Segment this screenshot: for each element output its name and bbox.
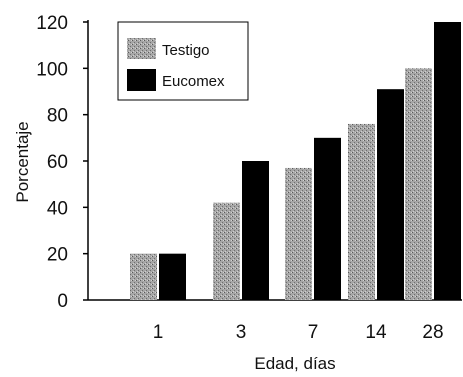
x-tick-label: 7	[308, 322, 319, 343]
y-tick-label: 100	[36, 59, 68, 80]
bar-testigo-3	[213, 202, 240, 300]
legend-swatch-testigo	[127, 38, 156, 59]
y-tick-label: 40	[47, 198, 68, 219]
legend: Testigo Eucomex	[117, 21, 249, 101]
bar-testigo-7	[285, 167, 312, 300]
legend-label-testigo: Testigo	[162, 42, 210, 59]
legend-label-eucomex: Eucomex	[162, 73, 225, 90]
y-tick-label: 0	[57, 291, 68, 312]
bar-testigo-14	[348, 123, 375, 300]
y-axis-label: Porcentaje	[13, 121, 32, 202]
x-tick-label: 28	[422, 322, 443, 343]
bar-eucomex-28	[434, 22, 461, 300]
bar-testigo-1	[130, 253, 157, 300]
x-tick-label: 3	[236, 322, 247, 343]
x-axis-label: Edad, días	[254, 354, 335, 373]
bar-eucomex-7	[314, 137, 341, 300]
bar-testigo-28	[405, 68, 432, 300]
x-tick-label: 14	[365, 322, 387, 343]
y-tick-label: 60	[47, 152, 68, 173]
bar-eucomex-14	[377, 89, 404, 300]
y-tick-label: 120	[36, 13, 68, 34]
y-tick-label: 20	[47, 245, 68, 266]
y-tick-labels: 0 20 40 60 80 100 120	[36, 13, 68, 312]
bars	[130, 22, 461, 300]
bar-eucomex-1	[159, 253, 186, 300]
x-tick-labels: 1 3 7 14 28	[153, 322, 444, 343]
bar-eucomex-3	[242, 161, 269, 300]
x-tick-label: 1	[153, 322, 164, 343]
y-tick-label: 80	[47, 106, 68, 127]
legend-swatch-eucomex	[127, 69, 156, 91]
